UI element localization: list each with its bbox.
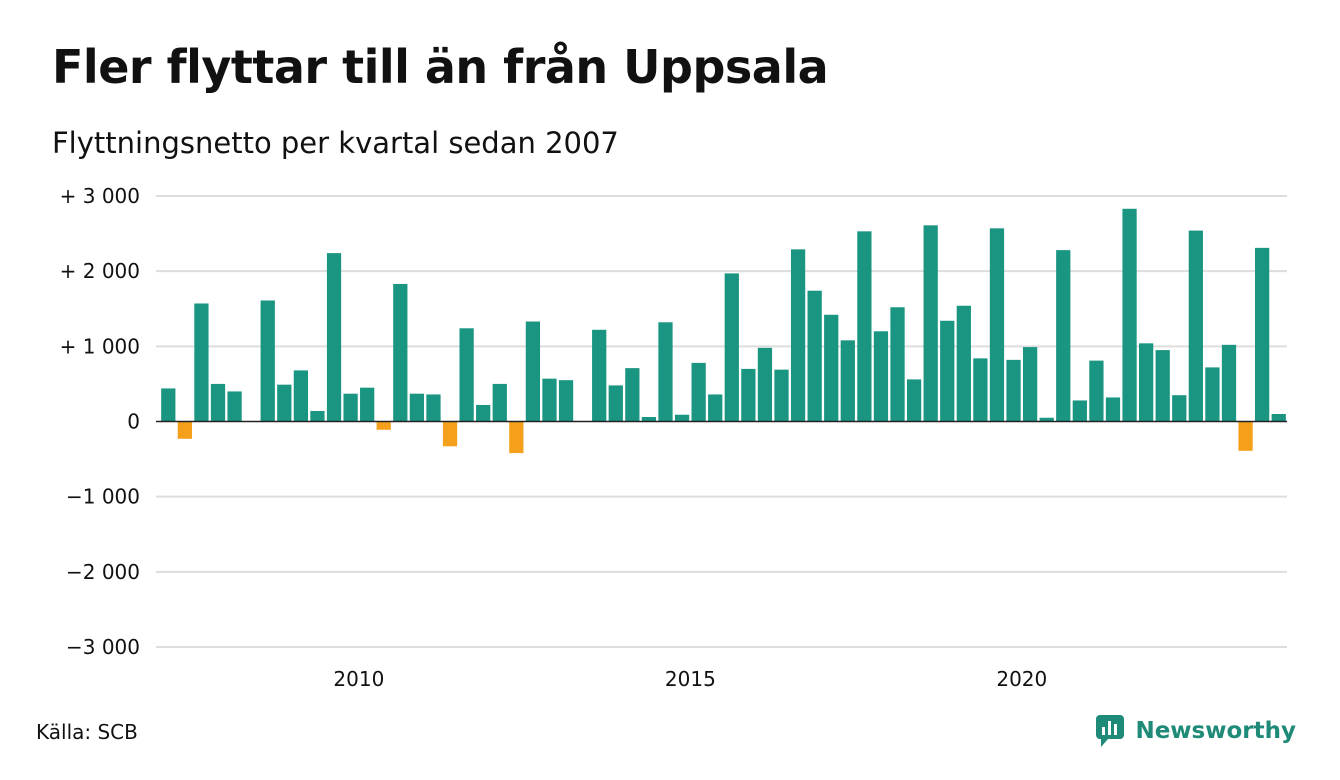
chart-title: Fler flyttar till än från Uppsala	[52, 40, 829, 94]
bar	[923, 225, 938, 422]
y-axis-ticks: + 3 000 + 2 000 + 1 000 0 −1 000 −2 000 −3 000	[60, 184, 140, 659]
bar	[260, 300, 275, 422]
bar	[973, 358, 988, 422]
bar	[1006, 359, 1021, 422]
bar	[592, 329, 607, 422]
y-tick-label: + 2 000	[60, 259, 140, 283]
bar	[774, 369, 789, 422]
bar	[1172, 395, 1187, 422]
brand-name: Newsworthy	[1135, 718, 1296, 744]
x-tick-label: 2010	[333, 667, 384, 691]
bar	[873, 331, 889, 422]
bar	[459, 328, 474, 422]
bar	[326, 253, 342, 422]
bar	[674, 414, 690, 422]
bar	[476, 404, 491, 422]
bar	[1072, 400, 1087, 422]
bar	[409, 393, 425, 422]
y-tick-label: −3 000	[66, 635, 140, 659]
y-tick-label: 0	[127, 410, 140, 434]
x-axis-ticks: 2010 2015 2020	[333, 667, 1047, 691]
bar	[1155, 350, 1170, 422]
bar	[956, 305, 971, 422]
bar	[724, 273, 739, 422]
bar	[1122, 208, 1137, 422]
bar	[840, 340, 855, 422]
bar	[658, 322, 673, 422]
newsworthy-logo-icon	[1096, 715, 1125, 747]
brand-logo: Newsworthy	[1095, 714, 1296, 748]
bar	[1105, 397, 1121, 422]
bar	[293, 370, 309, 422]
bar	[906, 379, 922, 422]
bar	[940, 320, 955, 422]
bar	[310, 410, 325, 422]
bar	[1188, 230, 1203, 422]
bar	[807, 290, 822, 422]
y-tick-label: −1 000	[66, 485, 140, 509]
bar	[1255, 247, 1270, 422]
bar	[1238, 421, 1253, 451]
bar	[1039, 417, 1054, 422]
bar	[708, 394, 723, 422]
bar	[1205, 367, 1220, 422]
bar	[757, 347, 773, 422]
bar	[824, 314, 839, 422]
bar	[393, 283, 408, 422]
x-tick-label: 2020	[996, 667, 1047, 691]
grid-lines	[156, 195, 1287, 648]
bar	[989, 228, 1005, 422]
bar	[1271, 413, 1286, 422]
bar	[1221, 344, 1237, 422]
bar	[492, 383, 507, 422]
bar	[227, 391, 242, 422]
x-tick-label: 2015	[665, 667, 716, 691]
y-tick-label: + 3 000	[60, 184, 140, 208]
bar	[857, 231, 872, 422]
bar	[277, 384, 292, 422]
bar	[210, 383, 226, 422]
y-tick-label: + 1 000	[60, 334, 140, 358]
bar	[442, 421, 458, 447]
source-note: Källa: SCB	[36, 720, 138, 744]
bars	[161, 208, 1286, 454]
bar	[376, 421, 391, 430]
bar	[161, 388, 176, 422]
bar	[641, 416, 657, 422]
chart-subtitle: Flyttningsnetto per kvartal sedan 2007	[52, 126, 619, 160]
bar	[890, 307, 905, 422]
bar	[509, 421, 524, 454]
bar	[360, 387, 375, 422]
bar	[1056, 250, 1071, 422]
bar	[177, 421, 192, 439]
bar-chart: + 3 000 + 2 000 + 1 000 0 −1 000 −2 000 −3 000…	[60, 184, 1287, 691]
bar	[194, 303, 209, 422]
bar	[542, 378, 557, 422]
y-tick-label: −2 000	[66, 560, 140, 584]
bar	[343, 393, 358, 422]
bar	[691, 362, 706, 422]
bar	[525, 321, 541, 422]
bar	[1089, 360, 1104, 422]
bar	[558, 380, 574, 422]
bar	[1022, 347, 1038, 422]
bar	[1138, 343, 1154, 422]
bar	[790, 249, 806, 422]
bar	[608, 385, 623, 422]
bar	[741, 368, 756, 422]
bar	[426, 394, 441, 422]
bar	[625, 368, 640, 422]
